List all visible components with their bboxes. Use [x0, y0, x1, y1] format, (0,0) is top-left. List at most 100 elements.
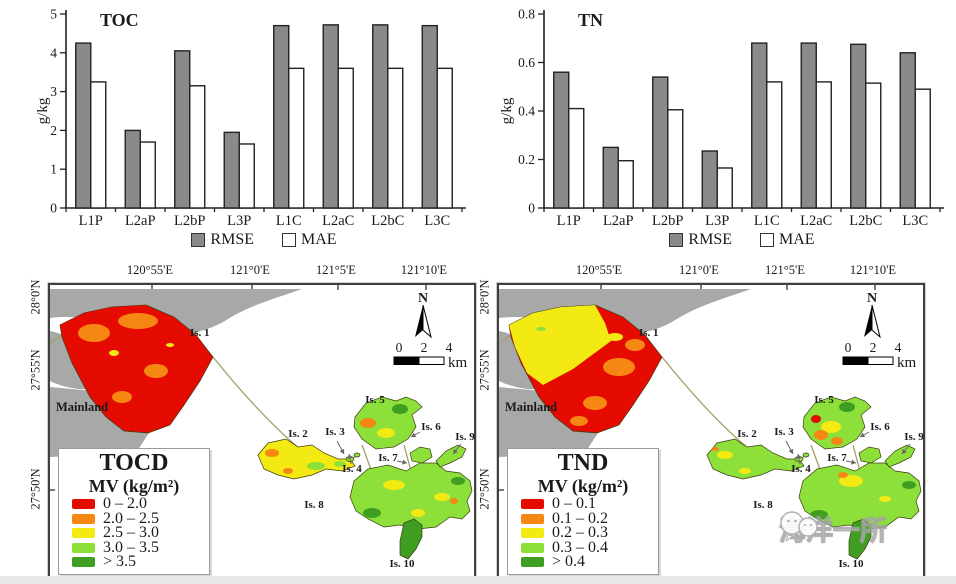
bar-rmse-L3C	[421, 24, 438, 209]
bar-mae-L3C	[914, 88, 931, 209]
island-is8-patch	[411, 509, 425, 517]
island-is2	[706, 438, 805, 480]
label-arrowhead	[453, 448, 458, 454]
island-is4	[353, 452, 361, 458]
road-line	[50, 334, 63, 344]
island-label: Is. 9	[455, 431, 474, 443]
y-tick-label: 1	[50, 162, 57, 177]
bar-rmse-L1C	[273, 24, 290, 209]
island-is1-patch	[570, 416, 588, 426]
legend-item-rmse: RMSE	[191, 231, 254, 249]
bar-rmse-L1C	[751, 42, 768, 209]
y-axis-label: g/kg	[499, 97, 515, 124]
bar-mae-L3P	[716, 167, 733, 209]
island-label: Is. 4	[342, 463, 362, 475]
island-is5-patch	[839, 402, 855, 412]
bar-rmse-L2bP	[174, 50, 191, 209]
legend-item-mae: MAE	[760, 231, 815, 249]
mainland-shape	[499, 289, 751, 335]
north-label: N	[418, 291, 428, 306]
bar-mae-L2bP	[189, 85, 206, 209]
bar-rmse-L3P	[701, 150, 718, 209]
lon-label: 120°55'E	[126, 263, 174, 277]
class-swatch	[72, 513, 95, 524]
class-swatch	[72, 542, 95, 553]
scale-tick-label: 4	[895, 340, 902, 355]
island-label: Is. 5	[814, 394, 834, 406]
bar-mae-L2bC	[387, 67, 404, 209]
category-label: L2aP	[125, 213, 156, 229]
island-label: Is. 4	[791, 463, 811, 475]
mainland-shape	[50, 289, 302, 335]
chart-legend: RMSE MAE	[66, 231, 462, 249]
island-is1-upper	[509, 305, 611, 385]
bar-rmse-L3P	[223, 131, 240, 209]
class-label: 0.3 – 0.4	[552, 538, 608, 556]
chart-legend: RMSE MAE	[544, 231, 940, 249]
lat-label: 27°50'N	[477, 468, 492, 510]
legend-class: > 0.4	[508, 554, 658, 570]
island-is1-patch	[78, 324, 110, 342]
category-label: L1C	[754, 213, 780, 229]
lon-label: 121°0'E	[230, 263, 270, 277]
bar-rmse-L2aP	[124, 129, 141, 209]
bar-mae-L1P	[90, 81, 107, 209]
scale-bar-black	[842, 356, 869, 365]
label-arrowhead	[339, 448, 345, 454]
bar-rmse-L3C	[899, 52, 916, 209]
class-label: 3.0 – 3.5	[103, 538, 159, 556]
bar-rmse-L1P	[553, 71, 570, 209]
legend-class: 0.2 – 0.3	[508, 525, 658, 541]
scale-tick-label: 2	[421, 340, 428, 355]
island-is8-patch	[450, 498, 458, 504]
map-legend: TND MV (kg/m²) 0 – 0.1 0.1 – 0.2 0.2 – 0…	[507, 448, 659, 575]
island-is2-patch	[283, 468, 293, 474]
legend-class: 2.5 – 3.0	[59, 525, 209, 541]
island-label: Is. 10	[389, 558, 415, 570]
island-label: Is. 7	[827, 452, 847, 464]
island-is8	[349, 462, 473, 530]
scale-bar-black	[393, 356, 420, 365]
category-label: L2aP	[603, 213, 634, 229]
island-is1-patch	[112, 391, 132, 403]
lat-label: 28°0'N	[477, 279, 492, 315]
class-label: 0 – 2.0	[103, 495, 147, 512]
category-label: L1P	[557, 213, 581, 229]
bar-mae-L2aP	[139, 141, 156, 209]
class-label: 2.0 – 2.5	[103, 509, 159, 527]
bar-rmse-L2bP	[652, 76, 669, 209]
lat-label: 27°55'N	[477, 349, 492, 391]
island-is5-patch	[377, 428, 395, 438]
island-is8-patch	[383, 480, 405, 490]
tnd-map: Is. 1 Is. 2 Is. 3 Is. 4 Is. 5 Is. 6 Is. 7 Is. 8…	[499, 285, 923, 570]
island-is5-patch	[811, 415, 821, 423]
island-label: Is. 8	[753, 499, 773, 511]
island-label: Is. 6	[421, 421, 441, 433]
class-swatch	[521, 528, 544, 539]
bar-mae-L2aC	[337, 67, 354, 209]
island-label: Is. 1	[190, 327, 210, 339]
class-swatch	[521, 499, 544, 510]
lon-label: 120°55'E	[575, 263, 623, 277]
island-is5-patch	[392, 404, 408, 414]
island-is4	[802, 452, 810, 458]
north-arrow	[871, 304, 881, 339]
category-label: L3C	[902, 213, 928, 229]
wechat-bubbles-icon	[780, 511, 818, 543]
bar-mae-L2bC	[865, 82, 882, 209]
rmse-swatch	[191, 233, 206, 247]
toc-bar-chart: 0 1 2 3 4 5 L1P L2aP L2bP L3P L1C L2aC L2bC L3C TOC g/k…	[35, 7, 466, 229]
mainland-label: Mainland	[505, 400, 557, 414]
island-is2	[257, 438, 356, 480]
scale-unit: km	[897, 355, 917, 371]
legend-title: TOCD	[99, 450, 169, 476]
legend-item-mae: MAE	[282, 231, 337, 249]
bottom-strip	[0, 576, 956, 584]
bar-rmse-L2bC	[850, 43, 867, 209]
tn-chart-panel: 0 0.2 0.4 0.6 0.8 L1P L2aP L2bP L3P L1C L2aC L2bC L3…	[478, 0, 956, 258]
class-swatch	[521, 513, 544, 524]
island-is2-patch	[334, 461, 346, 467]
y-tick-label: 0.2	[518, 152, 535, 167]
island-is8	[798, 462, 922, 530]
